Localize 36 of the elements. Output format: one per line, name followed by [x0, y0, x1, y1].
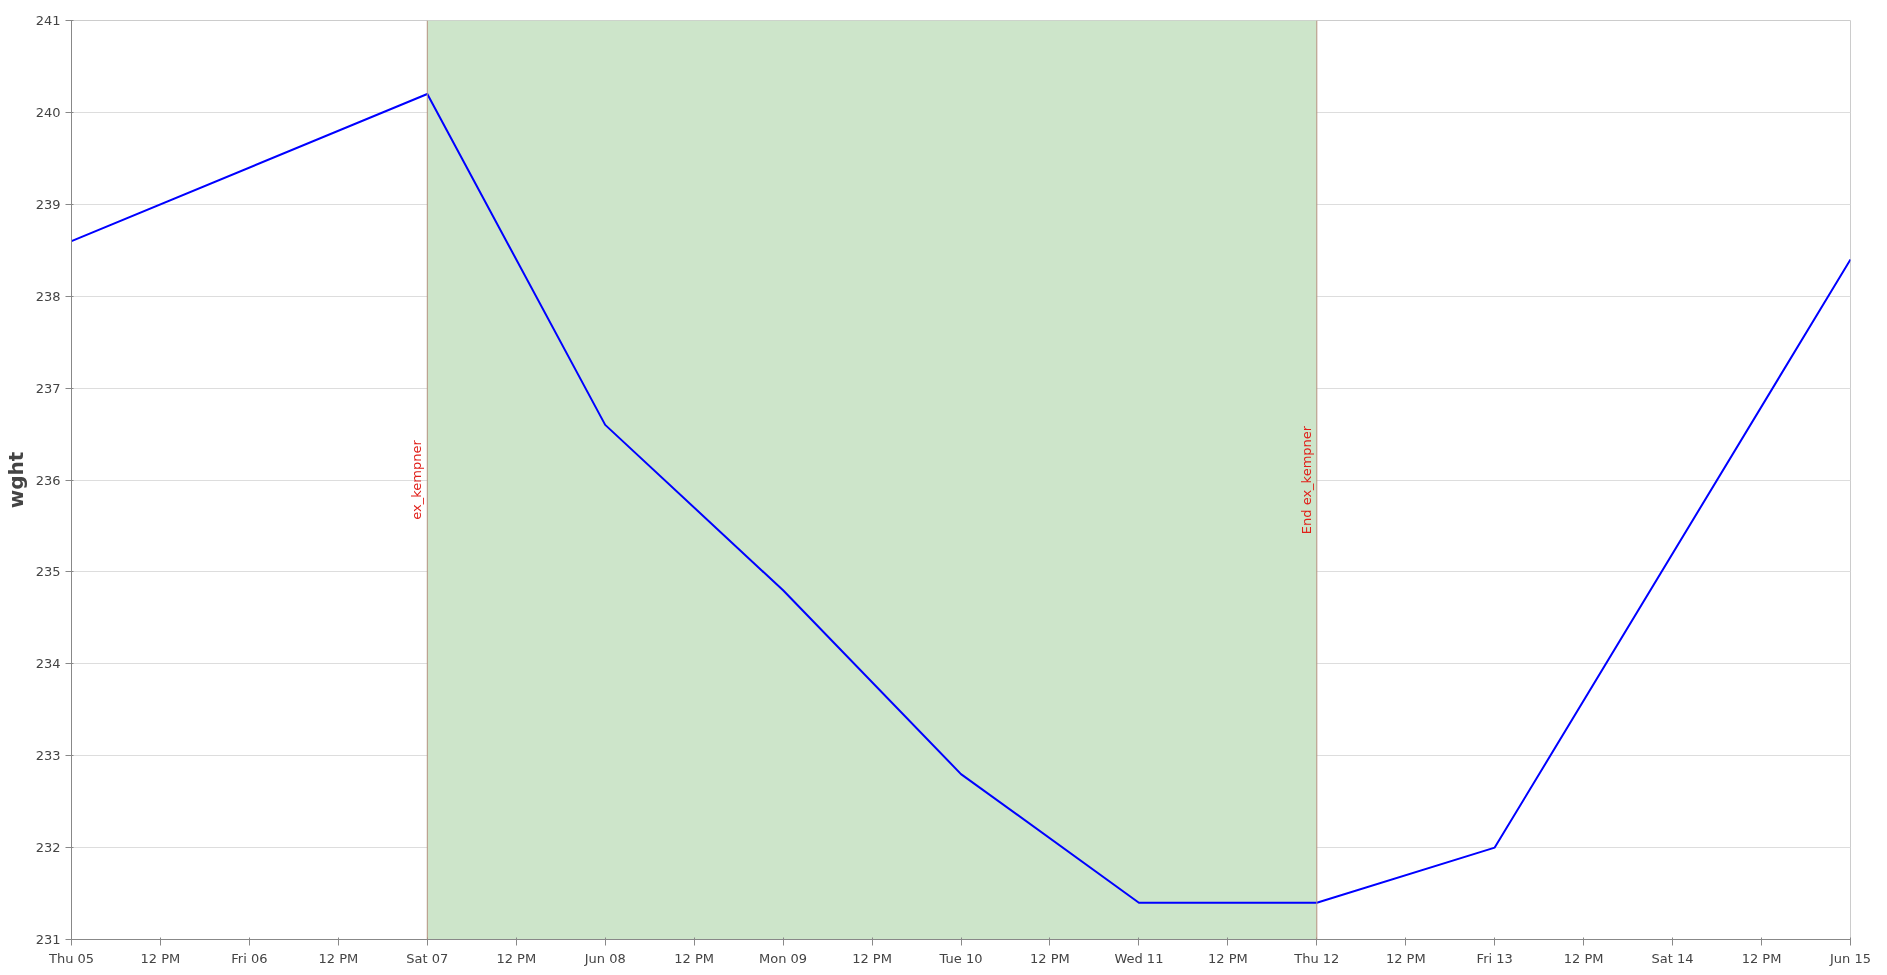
y-tick-label: 232	[35, 840, 61, 856]
x-tick-label: 12 PM	[140, 950, 181, 966]
y-tick-label: 231	[35, 932, 61, 947]
y-tick-label: 233	[35, 748, 61, 764]
ref-line-label: ex_kempner	[409, 439, 425, 520]
x-tick-label: Fri 06	[231, 950, 268, 966]
x-tick-label: 12 PM	[1563, 950, 1604, 966]
x-tick-label: 12 PM	[318, 950, 359, 966]
x-tick-label: Wed 11	[1114, 950, 1164, 966]
y-tick-label: 238	[35, 288, 61, 304]
y-tick-label: 236	[35, 472, 61, 488]
x-tick-label: 12 PM	[1207, 950, 1248, 966]
x-tick-label: 12 PM	[1741, 950, 1782, 966]
x-tick-label: Fri 13	[1476, 950, 1513, 966]
x-tick-label: Sat 07	[406, 950, 449, 966]
ref-line-label: End ex_kempner	[1298, 425, 1314, 535]
x-tick-label: Sat 14	[1651, 950, 1694, 966]
line-series	[71, 93, 1851, 904]
y-tick-label: 241	[35, 13, 61, 28]
y-tick-label: 234	[35, 656, 61, 672]
y-tick-label: 237	[35, 380, 61, 396]
x-tick-label: 12 PM	[852, 950, 892, 966]
x-tick-label: 12 PM	[1030, 950, 1070, 966]
y-tick-label: 239	[35, 196, 61, 212]
x-tick-label: Thu 12	[1293, 950, 1340, 966]
x-tick-label: Jun 08	[583, 950, 626, 966]
x-tick-label: Thu 05	[47, 950, 95, 966]
x-tick-label: Mon 09	[759, 950, 808, 966]
y-axis-title: wght	[3, 451, 28, 509]
x-tick-label: 12 PM	[496, 950, 537, 966]
y-tick-label: 240	[35, 104, 61, 120]
x-tick-label: 12 PM	[1385, 950, 1426, 966]
x-tick-label: Tue 10	[938, 950, 983, 966]
x-tick-label: Jun 15	[1829, 950, 1872, 966]
x-tick-label: 12 PM	[674, 950, 715, 966]
y-tick-label: 235	[35, 564, 61, 580]
